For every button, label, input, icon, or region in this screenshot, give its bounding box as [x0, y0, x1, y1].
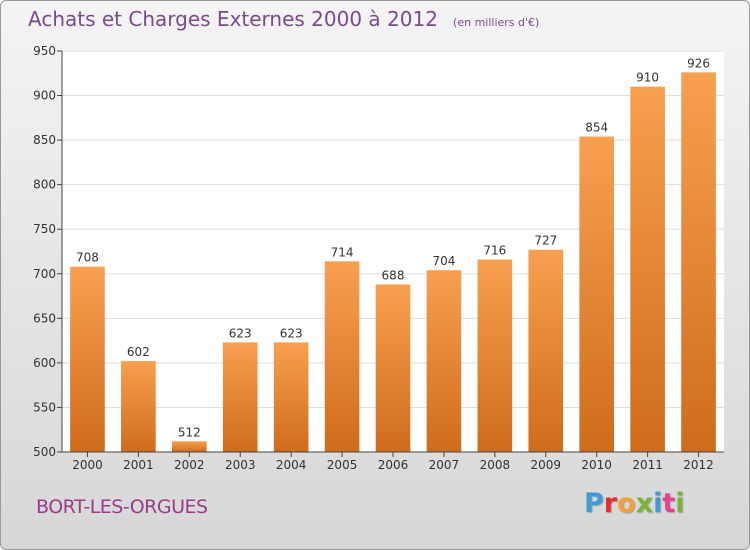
bar-value-label: 602: [127, 345, 150, 359]
bar: [171, 441, 207, 452]
y-tick-label: 800: [33, 178, 56, 192]
y-tick-label: 700: [33, 267, 56, 281]
bar: [681, 72, 716, 453]
y-tick-label: 650: [33, 311, 56, 325]
proxiti-logo: Proxiti: [584, 488, 685, 519]
x-tick-label: 2008: [480, 458, 511, 472]
x-tick-label: 2011: [632, 458, 663, 472]
bar-value-label: 623: [229, 326, 252, 340]
bar-value-label: 727: [534, 234, 557, 248]
chart-title-main: Achats et Charges Externes 2000 à 2012: [28, 7, 438, 31]
logo-letter: P: [584, 488, 604, 519]
logo-letter: t: [662, 488, 676, 519]
y-tick-label: 500: [33, 445, 56, 459]
x-tick-label: 2003: [225, 458, 256, 472]
y-tick-label: 900: [33, 89, 56, 103]
bar-value-label: 688: [382, 268, 405, 282]
x-tick-label: 2005: [327, 458, 358, 472]
logo-letter: x: [635, 488, 654, 519]
x-tick-label: 2010: [581, 458, 612, 472]
bar-value-label: 708: [76, 251, 99, 265]
y-tick-label: 550: [33, 400, 56, 414]
y-tick-label: 600: [33, 356, 56, 370]
logo-letter: i: [675, 488, 685, 519]
bar-value-label: 512: [178, 425, 201, 439]
y-tick-label: 850: [33, 133, 56, 147]
bar: [375, 284, 411, 452]
bar: [528, 249, 564, 452]
logo-letter: o: [617, 488, 636, 519]
bar-value-label: 854: [585, 121, 608, 135]
bar: [70, 266, 105, 452]
logo-letter: r: [603, 488, 618, 519]
chart-title: Achats et Charges Externes 2000 à 2012 (…: [28, 7, 539, 31]
bar-value-label: 910: [636, 71, 659, 85]
bar-value-label: 704: [432, 254, 455, 268]
bar: [630, 86, 665, 453]
bar: [579, 136, 615, 452]
x-tick-label: 2002: [174, 458, 205, 472]
bar-value-label: 623: [280, 326, 303, 340]
bar: [426, 270, 462, 452]
x-tick-label: 2000: [72, 458, 103, 472]
bar: [222, 342, 258, 452]
x-tick-label: 2006: [378, 458, 409, 472]
bar: [477, 259, 513, 452]
bar-value-label: 716: [483, 244, 506, 258]
x-tick-label: 2012: [683, 458, 714, 472]
y-tick-label: 950: [33, 44, 56, 58]
bar-value-label: 714: [331, 245, 354, 259]
x-tick-label: 2007: [429, 458, 460, 472]
commune-name: BORT-LES-ORGUES: [36, 496, 208, 518]
bar: [121, 361, 156, 452]
x-tick-label: 2009: [530, 458, 561, 472]
chart-title-unit: (en milliers d'€): [453, 16, 540, 29]
x-tick-label: 2001: [123, 458, 154, 472]
bar: [324, 261, 360, 452]
bar: [273, 342, 309, 452]
y-tick-label: 750: [33, 222, 56, 236]
logo-letter: i: [653, 488, 663, 519]
bar-value-label: 926: [687, 56, 710, 70]
x-tick-label: 2004: [276, 458, 307, 472]
